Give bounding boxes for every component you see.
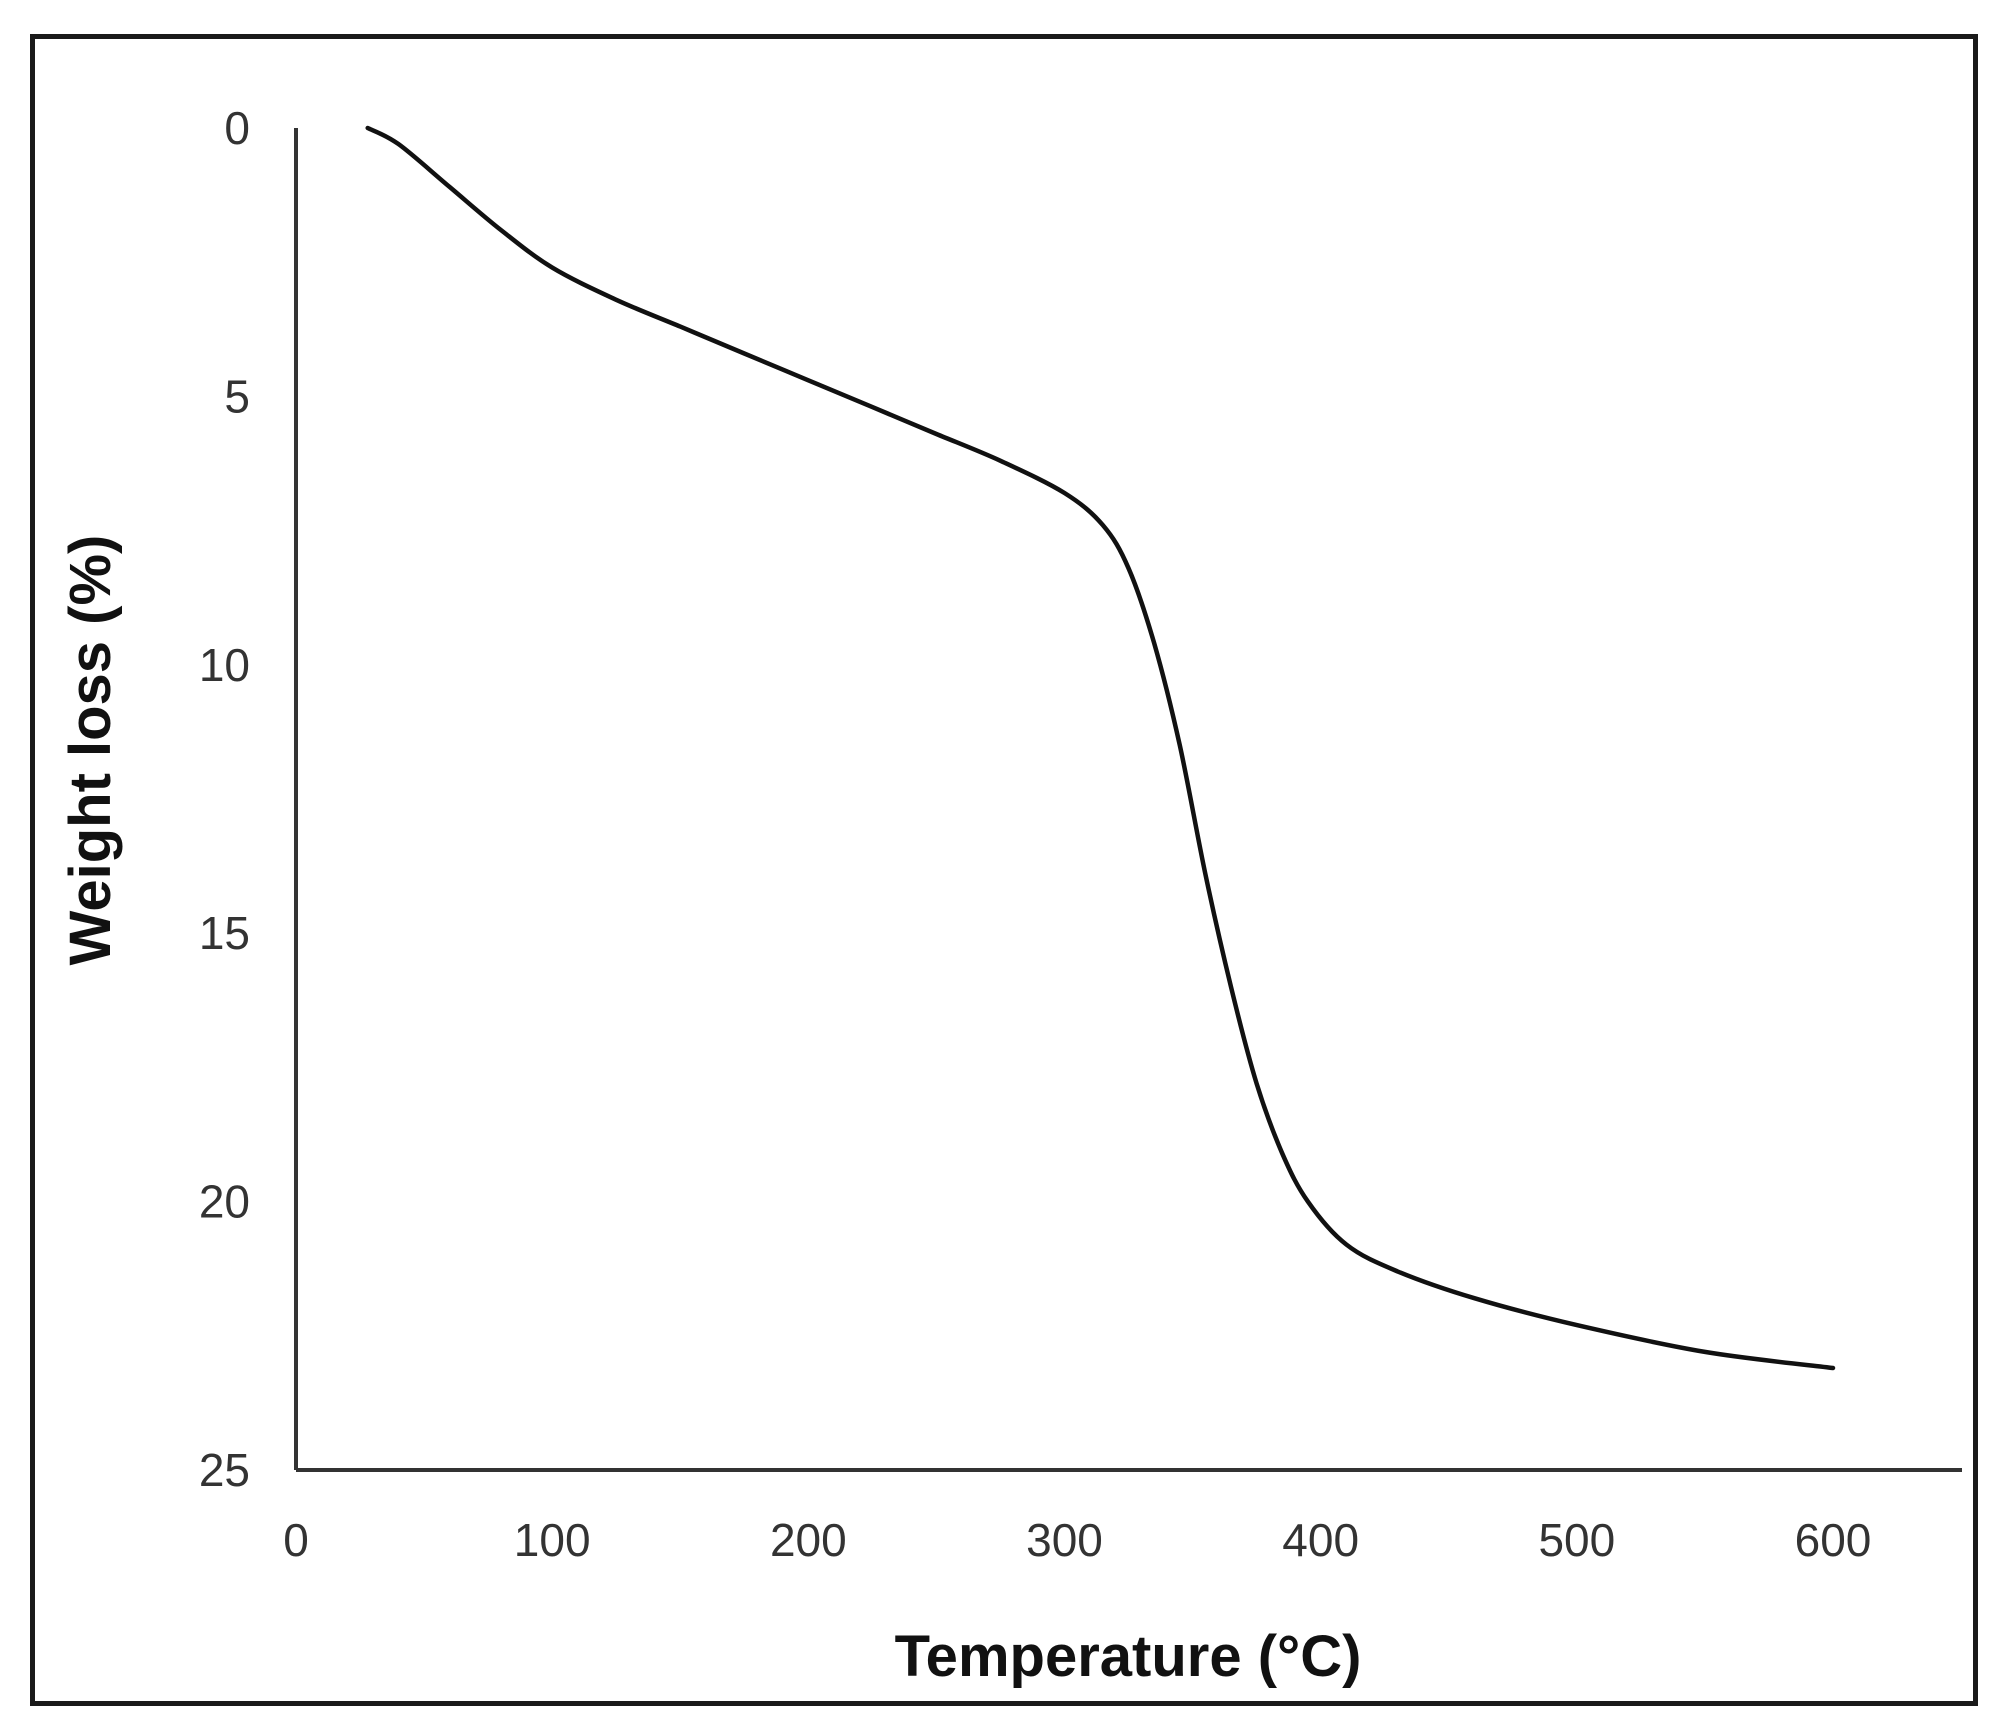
y-tick-label: 0: [224, 102, 250, 154]
weight-loss-series-line: [365, 125, 1836, 1371]
y-tick-label: 15: [199, 907, 250, 959]
x-tick-labels: 0 100 200 300 400 500 600: [283, 1514, 1871, 1566]
x-axis-title: Temperature (°C): [895, 1624, 1362, 1689]
y-tick-label: 20: [199, 1176, 250, 1228]
x-tick-label: 100: [514, 1514, 591, 1566]
y-tick-label: 10: [199, 639, 250, 691]
x-tick-label: 300: [1026, 1514, 1103, 1566]
x-tick-label: 200: [770, 1514, 847, 1566]
y-tick-label: 5: [224, 370, 250, 422]
y-tick-labels: 0 5 10 15 20 25: [199, 102, 250, 1496]
x-tick-label: 500: [1538, 1514, 1615, 1566]
plot-area: 0 5 10 15 20 25 0 100 200 300 400 500 600: [199, 102, 1962, 1566]
x-tick-label: 400: [1282, 1514, 1359, 1566]
x-tick-label: 600: [1795, 1514, 1872, 1566]
y-axis-title: Weight loss (%): [58, 535, 123, 966]
x-tick-label: 0: [283, 1514, 309, 1566]
y-tick-label: 25: [199, 1444, 250, 1496]
chart-frame: [30, 34, 1978, 1706]
